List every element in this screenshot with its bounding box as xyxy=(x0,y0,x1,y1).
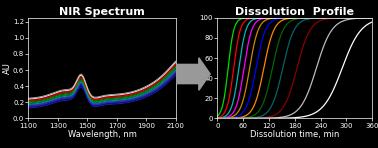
Title: Dissolution  Profile: Dissolution Profile xyxy=(235,7,354,17)
Title: NIR Spectrum: NIR Spectrum xyxy=(59,7,145,17)
X-axis label: Dissolution time, min: Dissolution time, min xyxy=(250,130,339,139)
Y-axis label: AU: AU xyxy=(3,62,12,74)
X-axis label: Wavelength, nm: Wavelength, nm xyxy=(68,130,136,139)
